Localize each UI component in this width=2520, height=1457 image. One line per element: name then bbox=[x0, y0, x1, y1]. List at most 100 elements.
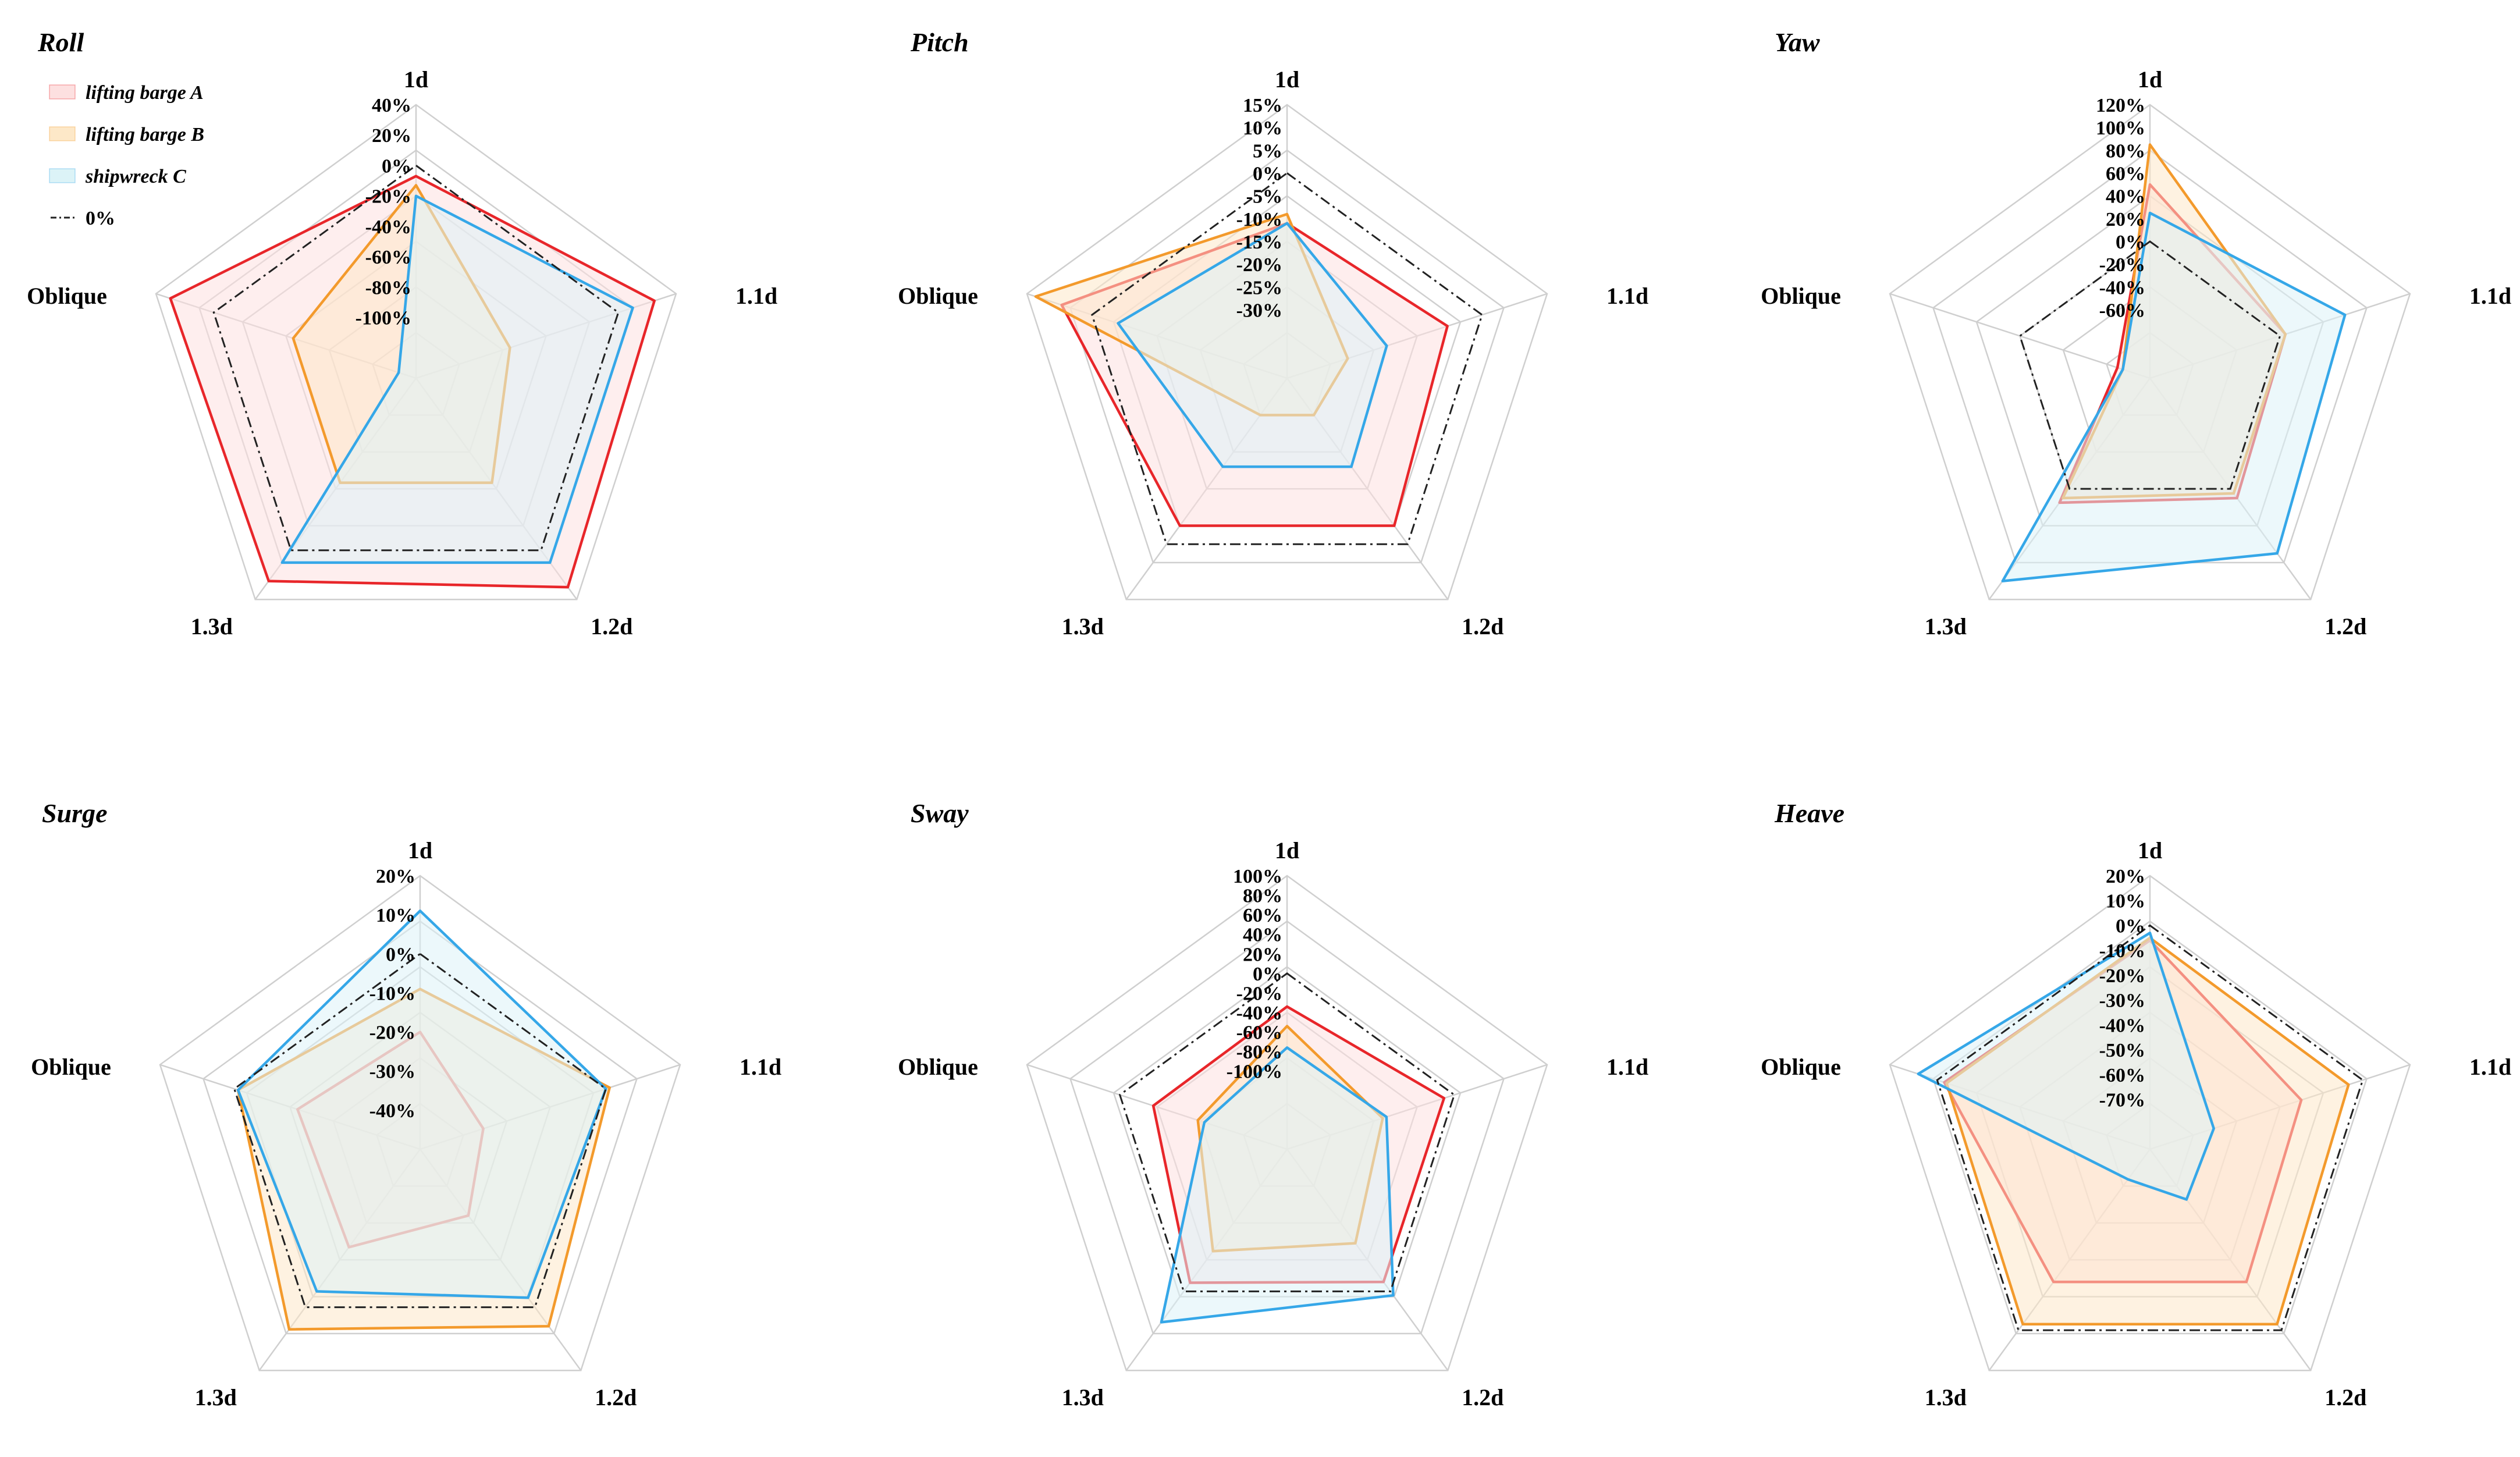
tick-label: 20% bbox=[376, 866, 415, 887]
tick-label: -10% bbox=[2099, 940, 2145, 962]
tick-label: -10% bbox=[1236, 209, 1282, 230]
tick-label: -60% bbox=[365, 247, 411, 268]
legend-zero-label: 0% bbox=[86, 208, 115, 229]
axis-label-1-1d: 1.1d bbox=[2469, 1054, 2511, 1080]
tick-label: -30% bbox=[369, 1061, 415, 1083]
zero-reference-line bbox=[1936, 924, 2364, 1331]
tick-label: -70% bbox=[2099, 1090, 2145, 1111]
tick-label: -50% bbox=[2099, 1040, 2145, 1061]
axis-label-1-1d: 1.1d bbox=[735, 283, 777, 309]
tick-label: -80% bbox=[365, 277, 411, 298]
panel-title: Pitch bbox=[910, 27, 969, 57]
tick-label: 20% bbox=[2106, 209, 2145, 230]
axis-label-1d: 1d bbox=[2138, 66, 2162, 93]
tick-label: -5% bbox=[1246, 186, 1282, 208]
grid-ring bbox=[1069, 920, 1505, 1335]
tick-label: 10% bbox=[1243, 118, 1282, 139]
zero-reference-line bbox=[2018, 240, 2281, 490]
tick-label: 20% bbox=[1243, 944, 1282, 965]
axis-label-1-3d: 1.3d bbox=[1062, 1384, 1104, 1410]
tick-label: 60% bbox=[2106, 164, 2145, 185]
zero-reference-line bbox=[1091, 172, 1483, 545]
panel-title: Roll bbox=[37, 27, 84, 57]
tick-label: -80% bbox=[1236, 1042, 1282, 1063]
tick-label: 5% bbox=[1253, 140, 1282, 162]
axis-label-1-1d: 1.1d bbox=[1606, 1054, 1648, 1080]
tick-label: -100% bbox=[1227, 1061, 1282, 1083]
tick-label: 0% bbox=[2116, 916, 2145, 937]
tick-label: -60% bbox=[2099, 1065, 2145, 1086]
grid-ring bbox=[1889, 104, 2411, 600]
legend-label-shipwreck-c: shipwreck C bbox=[85, 166, 186, 187]
tick-label: 20% bbox=[2106, 866, 2145, 887]
radar-panel-surge: Surge 20% 10% 0% -10% -20% -30% -40% 1d 1.1d 1.2d 1… bbox=[31, 798, 781, 1410]
tick-label: -20% bbox=[369, 1022, 415, 1044]
tick-label: 0% bbox=[386, 944, 415, 965]
panel-title: Surge bbox=[42, 798, 107, 828]
axis-label-1d: 1d bbox=[1275, 66, 1299, 93]
axis-label-1-3d: 1.3d bbox=[1925, 1384, 1967, 1410]
tick-label: -40% bbox=[2099, 277, 2145, 298]
tick-label: 40% bbox=[1243, 925, 1282, 946]
axis-label-oblique: Oblique bbox=[27, 283, 107, 309]
grid-ring bbox=[159, 875, 681, 1371]
zero-reference-line bbox=[233, 953, 607, 1309]
axis-label-1-2d: 1.2d bbox=[595, 1384, 637, 1410]
axis-label-1d: 1d bbox=[408, 837, 432, 863]
legend-swatch-lifting-barge-b bbox=[49, 126, 76, 141]
grid-ring bbox=[202, 920, 638, 1335]
panel-title: Sway bbox=[911, 798, 969, 828]
series-shipwreck-c bbox=[2001, 211, 2347, 582]
tick-label: -20% bbox=[1236, 254, 1282, 276]
tick-label: 80% bbox=[1243, 886, 1282, 907]
tick-label: 15% bbox=[1243, 95, 1282, 116]
series-shipwreck-c bbox=[236, 909, 607, 1299]
axis-label-1-2d: 1.2d bbox=[2324, 1384, 2366, 1410]
tick-label: -25% bbox=[1236, 277, 1282, 298]
axis-label-1-3d: 1.3d bbox=[191, 613, 233, 639]
radar-panel-pitch: Pitch 15%10%5%0%-5%-10%-15%-20%-25%-30% 1d… bbox=[898, 27, 1648, 639]
zero-reference-line bbox=[212, 164, 620, 552]
axis-label-1-2d: 1.2d bbox=[1462, 613, 1504, 639]
grid-ring bbox=[1026, 104, 1548, 600]
tick-label: 40% bbox=[2106, 186, 2145, 208]
tick-label: 120% bbox=[2096, 95, 2145, 116]
series-shipwreck-c bbox=[1917, 932, 2215, 1201]
panel-title: Heave bbox=[1774, 798, 1844, 828]
legend-swatch-shipwreck-c bbox=[49, 168, 76, 183]
axis-label-1-2d: 1.2d bbox=[2324, 613, 2366, 639]
tick-label: -30% bbox=[2099, 990, 2145, 1012]
legend-label-lifting-barge-b: lifting barge B bbox=[86, 124, 204, 145]
tick-label: -15% bbox=[1236, 232, 1282, 253]
tick-label: -40% bbox=[2099, 1015, 2145, 1036]
series-shipwreck-c bbox=[280, 194, 634, 564]
axis-label-1-1d: 1.1d bbox=[2469, 283, 2511, 309]
grid-ring bbox=[1026, 875, 1548, 1371]
axis-label-1d: 1d bbox=[2138, 837, 2162, 863]
tick-label: -10% bbox=[369, 983, 415, 1004]
tick-label: -20% bbox=[365, 186, 411, 208]
axis-label-1-1d: 1.1d bbox=[1606, 283, 1648, 309]
tick-label: 20% bbox=[372, 125, 411, 147]
tick-label: 10% bbox=[2106, 891, 2145, 912]
tick-label: -40% bbox=[365, 216, 411, 238]
tick-label: -60% bbox=[1236, 1022, 1282, 1044]
tick-label: -20% bbox=[2099, 254, 2145, 276]
legend-label-lifting-barge-a: lifting barge A bbox=[86, 82, 204, 104]
grid-ring bbox=[155, 104, 677, 600]
tick-label: 60% bbox=[1243, 905, 1282, 926]
axis-label-1-2d: 1.2d bbox=[1462, 1384, 1504, 1410]
axis-label-oblique: Oblique bbox=[1761, 283, 1841, 309]
tick-label: -20% bbox=[2099, 965, 2145, 987]
axis-label-oblique: Oblique bbox=[31, 1054, 111, 1080]
axis-label-1-3d: 1.3d bbox=[1062, 613, 1104, 639]
axis-label-1-2d: 1.2d bbox=[591, 613, 632, 639]
tick-label: 0% bbox=[1253, 164, 1282, 185]
tick-label: 40% bbox=[372, 95, 411, 116]
axis-label-1-1d: 1.1d bbox=[740, 1054, 781, 1080]
axis-label-1-3d: 1.3d bbox=[1925, 613, 1967, 639]
radar-panel-heave: Heave 20% 10% 0% -10% -20% -30% -40% -50% -60% -70… bbox=[1761, 798, 2511, 1410]
axis-label-1-3d: 1.3d bbox=[195, 1384, 237, 1410]
tick-label: -40% bbox=[369, 1100, 415, 1122]
zero-reference-line bbox=[1118, 972, 1456, 1292]
